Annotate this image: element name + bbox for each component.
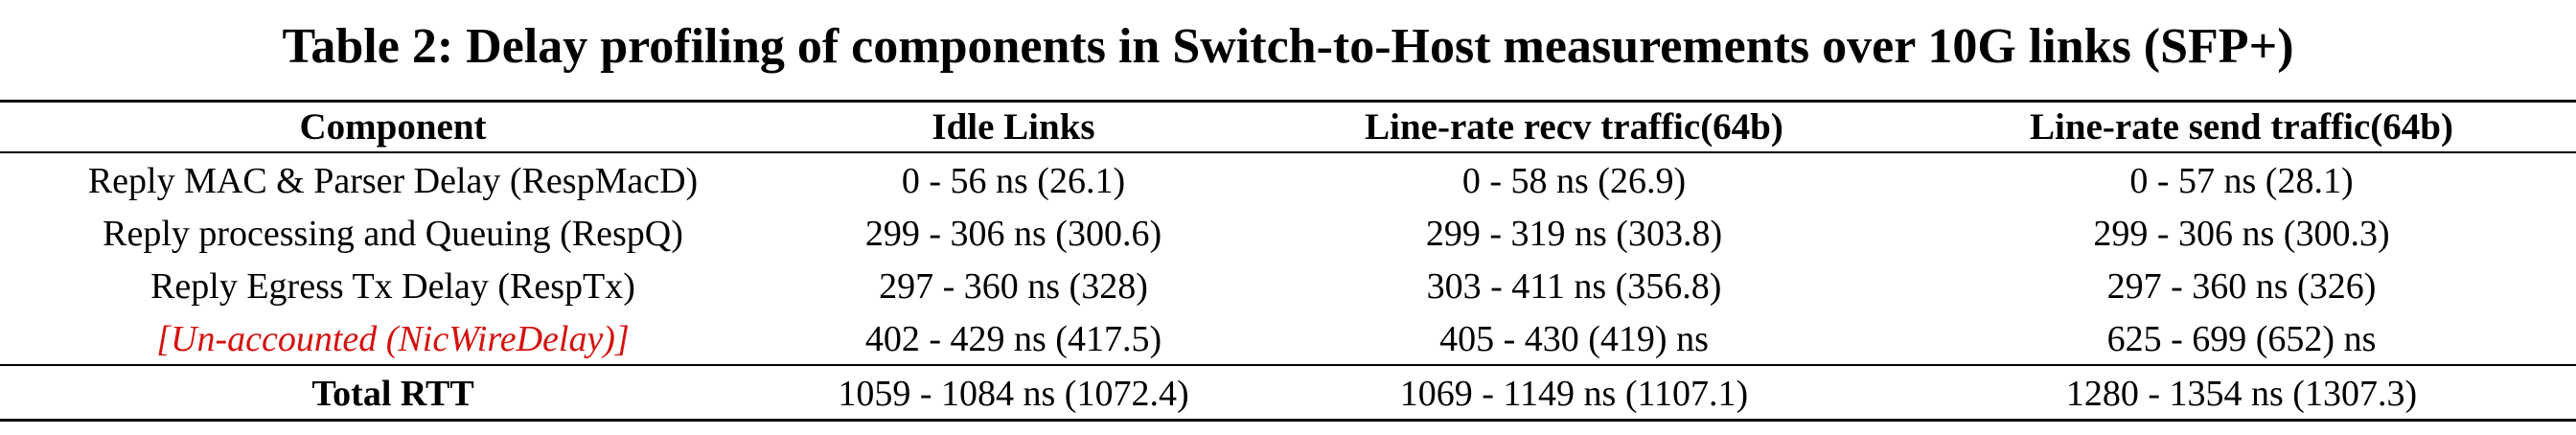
- send-cell: 0 - 57 ns (28.1): [2129, 160, 2354, 201]
- delay-profiling-table: Component Idle Links Line-rate recv traf…: [0, 102, 2576, 421]
- table-row: [Un-accounted (NicWireDelay)] 402 - 429 …: [0, 312, 2576, 365]
- unaccounted-component-label: [Un-accounted (NicWireDelay)]: [156, 318, 630, 359]
- recv-cell: 303 - 411 ns (356.8): [1426, 265, 1722, 307]
- header-recv-traffic: Line-rate recv traffic(64b): [1365, 105, 1783, 148]
- table-row: Reply processing and Queuing (RespQ) 299…: [0, 207, 2576, 260]
- bottom-rule: [0, 419, 2576, 422]
- total-recv-cell: 1069 - 1149 ns (1107.1): [1399, 374, 1749, 414]
- row-component-label: Reply processing and Queuing (RespQ): [103, 213, 683, 254]
- recv-cell: 299 - 319 ns (303.8): [1425, 213, 1723, 254]
- row-component-label: Reply Egress Tx Delay (RespTx): [150, 265, 635, 307]
- idle-cell: 0 - 56 ns (26.1): [901, 160, 1126, 201]
- row-component-label: Reply MAC & Parser Delay (RespMacD): [87, 160, 699, 201]
- idle-cell: 402 - 429 ns (417.5): [864, 318, 1162, 359]
- top-rule: [0, 100, 2576, 103]
- recv-cell: 405 - 430 (419) ns: [1439, 318, 1709, 359]
- total-row: Total RTT 1059 - 1084 ns (1072.4) 1069 -…: [0, 365, 2576, 421]
- idle-cell: 299 - 306 ns (300.6): [864, 213, 1162, 254]
- idle-cell: 297 - 360 ns (328): [879, 265, 1148, 307]
- send-cell: 625 - 699 (652) ns: [2106, 318, 2377, 359]
- table-row: Reply Egress Tx Delay (RespTx) 297 - 360…: [0, 260, 2576, 312]
- recv-cell: 0 - 58 ns (26.9): [1461, 160, 1687, 201]
- total-rtt-label: Total RTT: [311, 374, 474, 414]
- send-cell: 299 - 306 ns (300.3): [2093, 213, 2390, 254]
- total-idle-cell: 1059 - 1084 ns (1072.4): [838, 374, 1189, 414]
- header-rule: [0, 151, 2576, 153]
- table-row: Reply MAC & Parser Delay (RespMacD) 0 - …: [0, 151, 2576, 207]
- send-cell: 297 - 360 ns (326): [2106, 265, 2377, 307]
- table-caption: Table 2: Delay profiling of components i…: [282, 19, 2294, 74]
- header-component: Component: [299, 105, 487, 148]
- header-idle-links: Idle Links: [932, 105, 1095, 148]
- header-row: Component Idle Links Line-rate recv traf…: [0, 102, 2576, 151]
- header-send-traffic: Line-rate send traffic(64b): [2030, 105, 2453, 148]
- total-separator-rule: [0, 364, 2576, 366]
- total-send-cell: 1280 - 1354 ns (1307.3): [2065, 374, 2418, 414]
